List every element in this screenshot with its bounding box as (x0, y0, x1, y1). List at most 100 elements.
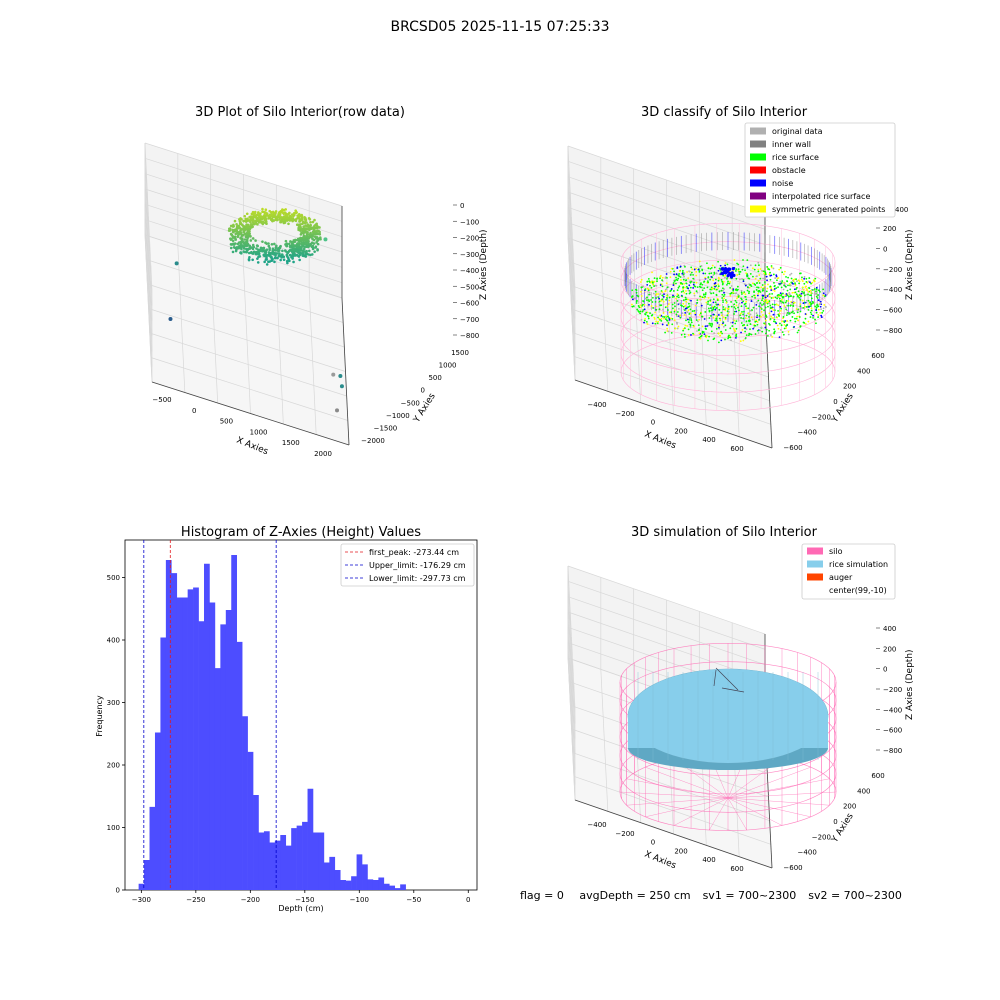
classified-point (735, 277, 738, 280)
classified-point (640, 278, 643, 281)
classified-point (807, 290, 810, 293)
classified-point (665, 273, 668, 275)
classified-point (708, 317, 711, 319)
classified-point (736, 297, 738, 300)
classified-point (680, 333, 683, 336)
classified-point (669, 276, 672, 279)
classified-point (704, 276, 707, 279)
classified-point (668, 299, 671, 302)
classified-point (724, 329, 727, 331)
classified-point (685, 279, 688, 282)
classified-point (678, 273, 681, 275)
classified-point (707, 307, 710, 310)
y-tick-label: 0 (833, 818, 837, 826)
classified-point (645, 320, 648, 323)
histogram-bar (323, 862, 330, 890)
surface-point (311, 237, 314, 241)
classified-point (756, 321, 759, 323)
classified-point (810, 302, 813, 305)
classified-point (698, 332, 701, 335)
classified-point (735, 327, 738, 330)
histogram-bar (149, 806, 156, 890)
classified-point (816, 304, 819, 307)
classified-point (754, 297, 756, 299)
classified-point (637, 305, 640, 307)
silo-floor-line (673, 797, 729, 826)
legend-label: rice surface (772, 153, 819, 162)
classified-point (755, 312, 758, 315)
classified-point (748, 290, 751, 293)
classified-point (718, 290, 721, 293)
surface-point (240, 242, 243, 245)
classified-point (671, 303, 674, 306)
simulation-plot-y-label: Y Axies (830, 811, 856, 845)
classified-point (661, 294, 664, 297)
classified-point (720, 339, 723, 342)
classified-point (754, 264, 757, 267)
classified-point (735, 336, 737, 339)
x-tick-label: 500 (220, 418, 233, 426)
classified-point (780, 324, 783, 327)
classified-point (657, 316, 659, 319)
classified-point (787, 300, 790, 302)
legend-frame (744, 122, 896, 218)
classified-point (757, 332, 760, 334)
classified-point (650, 299, 652, 301)
classified-point (783, 327, 786, 330)
classified-point (687, 321, 690, 324)
surface-point (242, 219, 245, 223)
classified-point (802, 306, 805, 309)
classified-point (675, 313, 678, 316)
histogram-x-ticks: −300 −250 −200 −150 −100 −50 0 (132, 890, 471, 904)
classified-point (819, 311, 822, 314)
classified-point (713, 272, 716, 275)
classified-point (779, 322, 781, 325)
surface-point (251, 210, 255, 214)
classified-point (709, 324, 712, 327)
surface-point (302, 225, 305, 228)
classified-point (757, 292, 760, 295)
x-tick-label: 600 (730, 445, 743, 453)
classified-point (805, 293, 807, 296)
surface-point (283, 220, 286, 224)
surface-point (245, 238, 249, 242)
classified-point (639, 304, 642, 307)
classified-point (689, 273, 692, 276)
x-tick-label: 200 (674, 847, 687, 855)
classified-point (799, 298, 802, 301)
classified-point (763, 281, 766, 284)
classified-point (710, 272, 713, 275)
classified-point (799, 303, 802, 306)
surface-point (258, 248, 262, 252)
surface-point (290, 240, 293, 244)
classified-point (690, 321, 693, 324)
classified-point (677, 325, 680, 328)
classified-point (757, 286, 760, 289)
classified-point (743, 283, 746, 286)
classified-point (696, 301, 699, 304)
classified-point (676, 293, 679, 295)
classified-point (751, 318, 754, 321)
surface-point (250, 226, 253, 229)
classified-point (778, 297, 781, 300)
classified-point (687, 277, 690, 280)
surface-point (316, 242, 320, 246)
y-tick-label: −1000 (386, 412, 410, 420)
classified-point (672, 290, 675, 292)
surface-point (251, 258, 254, 262)
classified-point (704, 292, 707, 294)
surface-point (276, 215, 279, 219)
classified-point (661, 291, 664, 293)
surface-point (300, 241, 304, 245)
legend-label: auger (829, 573, 853, 582)
classified-point (737, 268, 740, 271)
classified-point (670, 288, 673, 290)
classified-point (724, 307, 727, 309)
classified-point (684, 296, 687, 299)
classified-point (672, 294, 674, 297)
classified-point (665, 315, 668, 317)
classified-point (761, 284, 764, 286)
z-tick-label: −100 (460, 218, 479, 226)
y-tick-label: 1500 (451, 349, 469, 357)
classified-point (726, 307, 729, 310)
